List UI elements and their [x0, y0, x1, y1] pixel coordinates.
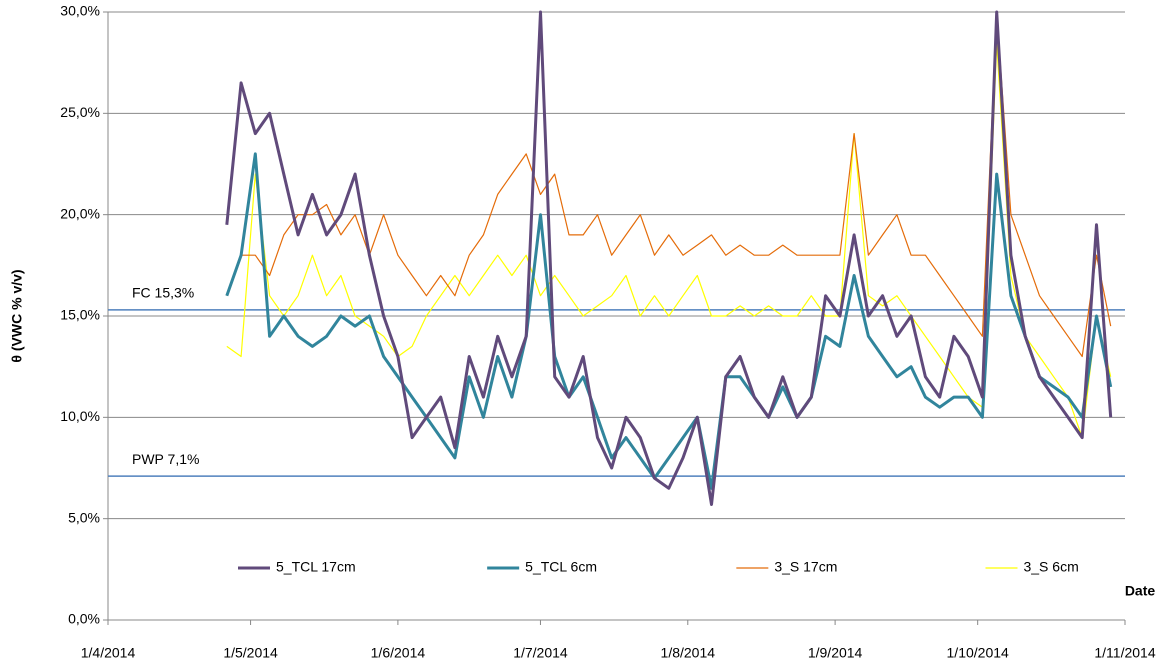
legend-label: 5_TCL 6cm	[525, 559, 597, 575]
y-tick-label: 30,0%	[60, 3, 100, 19]
x-axis-label: Date	[1125, 583, 1156, 599]
legend-label: 3_S 17cm	[774, 559, 837, 575]
reference-label: PWP 7,1%	[132, 451, 199, 467]
legend-label: 5_TCL 17cm	[276, 559, 356, 575]
reference-label: FC 15,3%	[132, 285, 194, 301]
legend-label: 3_S 6cm	[1023, 559, 1078, 575]
y-tick-label: 15,0%	[60, 307, 100, 323]
x-tick-label: 1/5/2014	[223, 645, 278, 661]
data-line	[225, 10, 1113, 506]
y-tick-label: 5,0%	[68, 509, 100, 525]
y-tick-label: 25,0%	[60, 104, 100, 120]
data-line	[226, 41, 1112, 439]
y-tick-label: 10,0%	[60, 408, 100, 424]
x-tick-label: 1/6/2014	[371, 645, 426, 661]
x-tick-label: 1/4/2014	[81, 645, 136, 661]
x-tick-label: 1/7/2014	[513, 645, 568, 661]
x-tick-label: 1/10/2014	[947, 645, 1009, 661]
data-line	[225, 152, 1113, 490]
y-axis-label: θ (VWC % v/v)	[9, 269, 25, 362]
x-tick-label: 1/8/2014	[661, 645, 716, 661]
y-tick-label: 20,0%	[60, 205, 100, 221]
x-tick-label: 1/11/2014	[1094, 645, 1155, 661]
y-tick-label: 0,0%	[68, 611, 100, 627]
data-line	[226, 11, 1112, 358]
x-tick-label: 1/9/2014	[808, 645, 863, 661]
